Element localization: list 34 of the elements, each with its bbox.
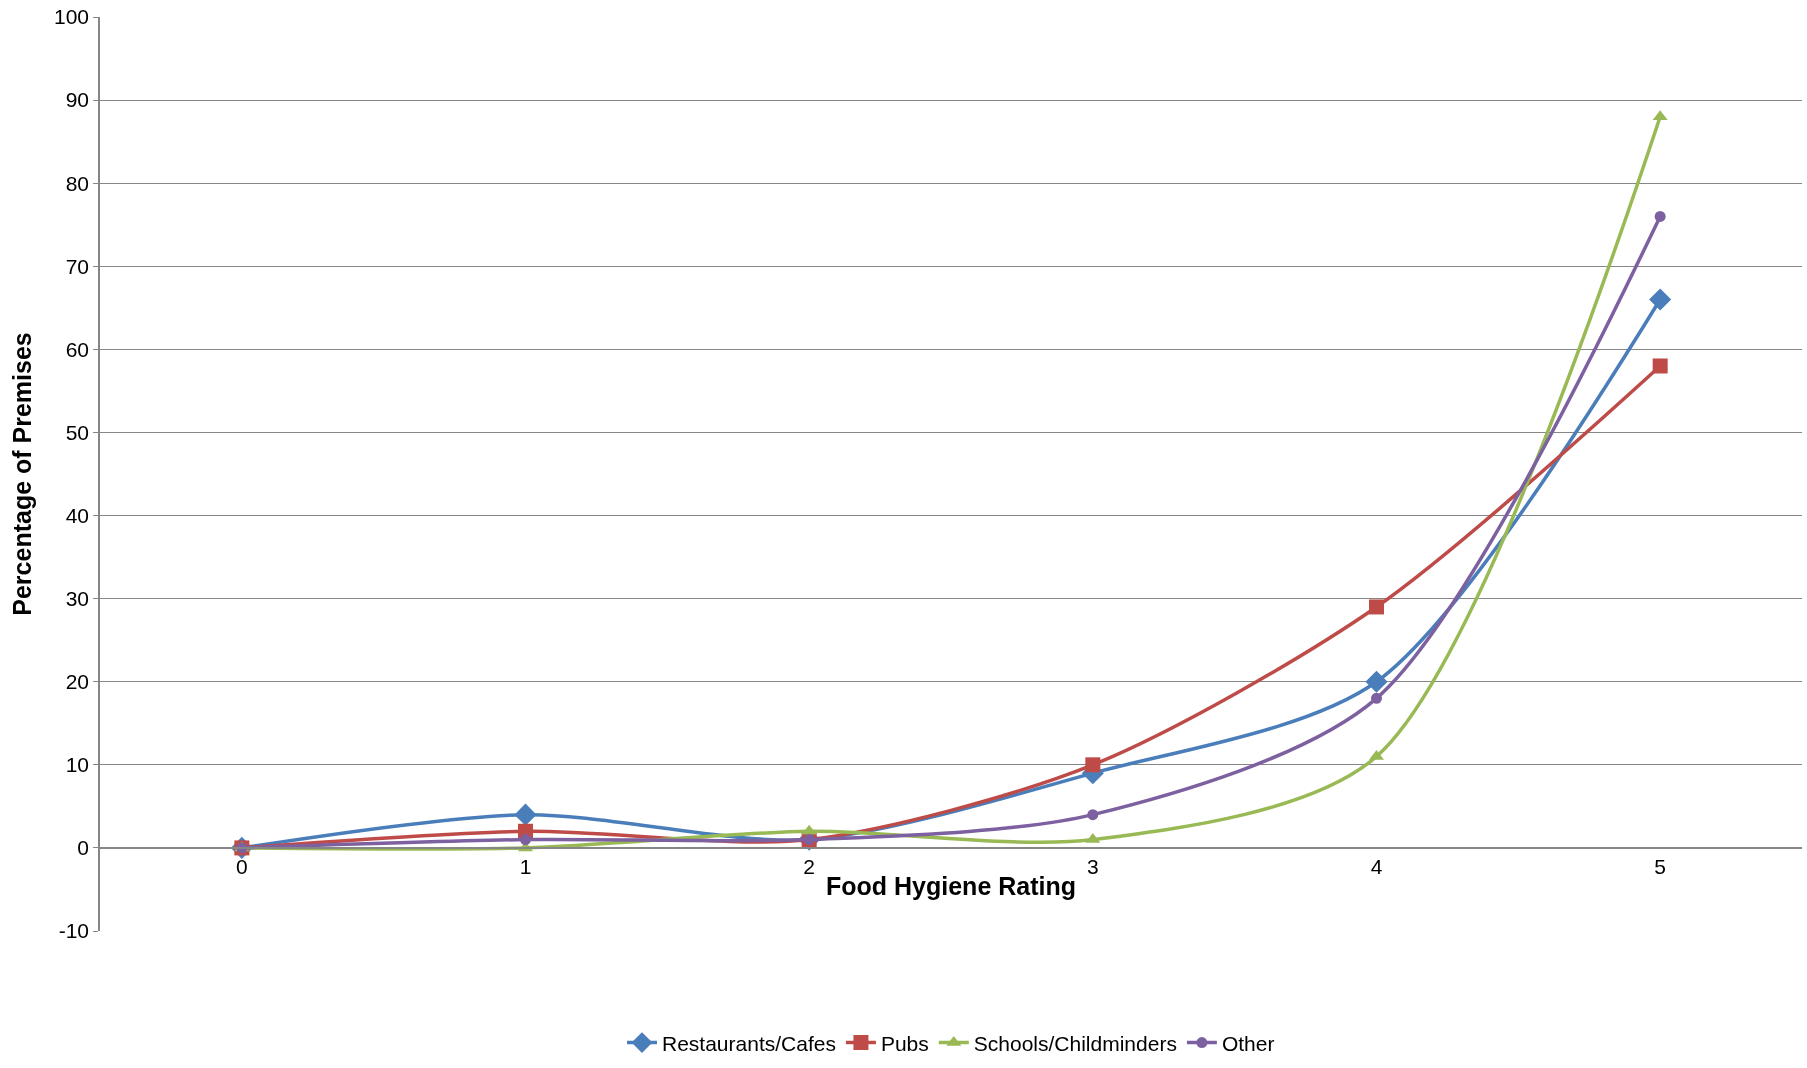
point (1654, 210, 1666, 222)
y-tick-label: 40 (65, 503, 90, 527)
y-tick-label: 100 (54, 5, 90, 29)
x-tick-label: 0 (235, 854, 248, 878)
point (514, 803, 537, 826)
point (1371, 692, 1382, 704)
x-tick-label: 1 (519, 854, 532, 878)
x-tick-label: 4 (1370, 854, 1383, 878)
point (1365, 670, 1388, 693)
point (1652, 358, 1668, 374)
point (1087, 809, 1099, 821)
x-tick-label: 3 (1086, 854, 1099, 878)
legend-label: Other (1221, 1031, 1275, 1055)
point (520, 834, 531, 846)
y-tick-label: 70 (65, 254, 90, 278)
legend-label: Schools/Childminders (973, 1031, 1177, 1055)
x-tick-label: 5 (1654, 854, 1667, 878)
y-tick-label: 90 (65, 88, 90, 112)
y-tick-label: -10 (58, 919, 90, 943)
point (1085, 757, 1101, 773)
y-tick-label: 20 (65, 670, 90, 694)
y-tick-label: 60 (65, 337, 90, 361)
y-tick-label: 0 (77, 836, 90, 860)
point (1369, 599, 1384, 615)
y-axis-title: Percentage of Premises (8, 332, 37, 616)
y-tick-label: 30 (65, 586, 90, 610)
y-tick-label: 80 (65, 171, 90, 195)
y-tick-label: 50 (65, 420, 90, 444)
y-tick-label: 10 (65, 753, 90, 777)
x-axis-title: Food Hygiene Rating (826, 872, 1076, 901)
point (1649, 288, 1672, 311)
legend-label: Restaurants/Cafes (662, 1031, 836, 1055)
x-tick-label: 2 (803, 854, 816, 878)
legend-label: Pubs (880, 1031, 929, 1055)
